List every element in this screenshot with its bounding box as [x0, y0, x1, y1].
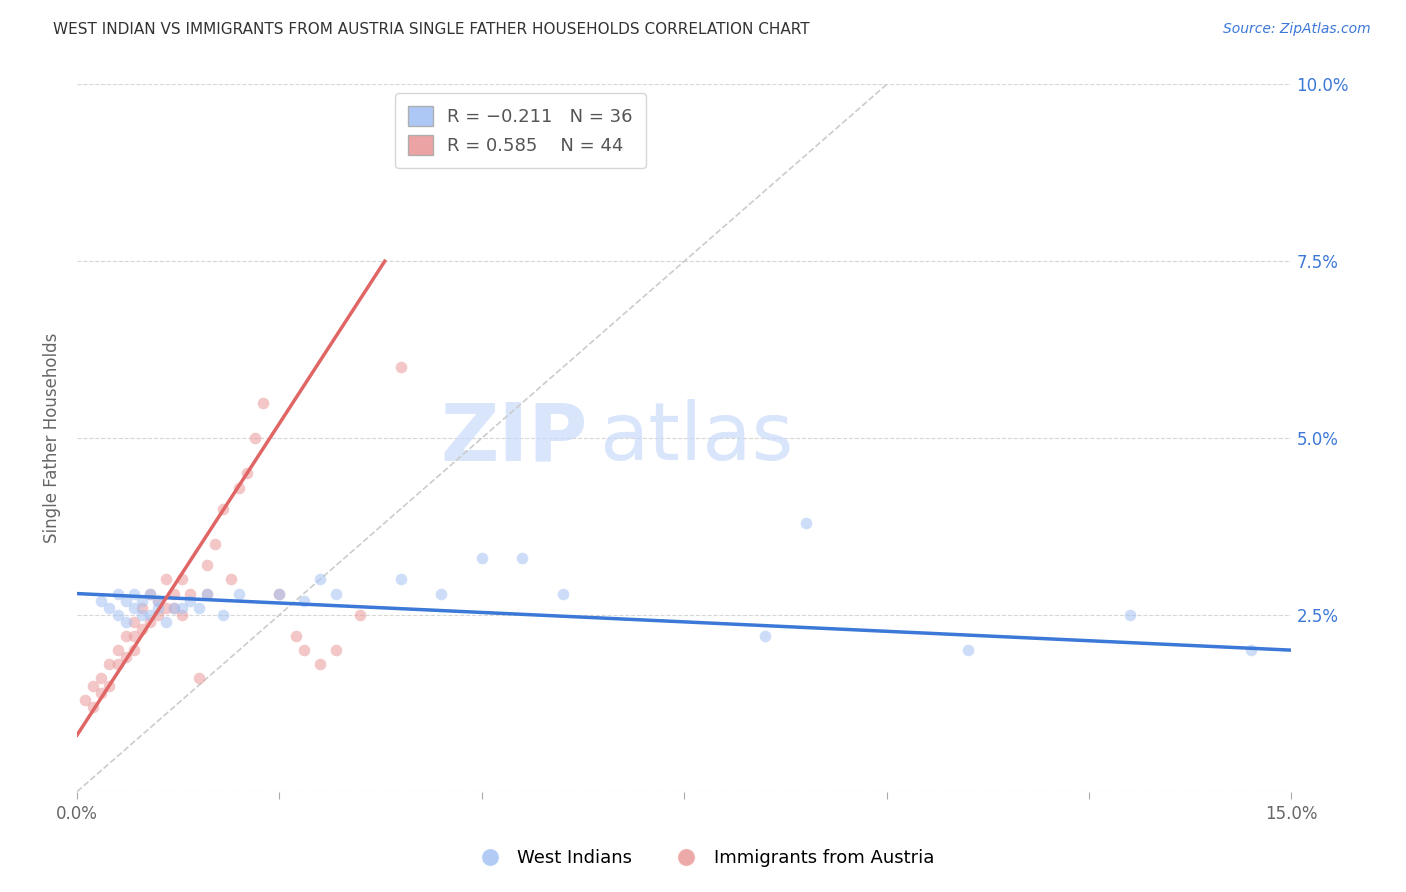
Point: [98, 679, 121, 693]
Point: [1118, 607, 1140, 622]
Point: [114, 593, 136, 607]
Point: [269, 586, 291, 600]
Point: [163, 600, 186, 615]
Point: [82, 699, 104, 714]
Point: [90, 685, 112, 699]
Point: [90, 672, 112, 686]
Point: [204, 537, 226, 551]
Point: [155, 600, 177, 615]
Point: [114, 629, 136, 643]
Text: Source: ZipAtlas.com: Source: ZipAtlas.com: [1223, 22, 1371, 37]
Point: [794, 516, 817, 530]
Text: WEST INDIAN VS IMMIGRANTS FROM AUSTRIA SINGLE FATHER HOUSEHOLDS CORRELATION CHAR: WEST INDIAN VS IMMIGRANTS FROM AUSTRIA S…: [53, 22, 810, 37]
Point: [139, 586, 162, 600]
Point: [179, 593, 201, 607]
Point: [172, 607, 194, 622]
Point: [107, 657, 129, 672]
Point: [309, 573, 332, 587]
Text: atlas: atlas: [599, 399, 793, 477]
Point: [98, 657, 121, 672]
Point: [139, 615, 162, 629]
Point: [75, 692, 97, 706]
Point: [292, 593, 315, 607]
Point: [195, 586, 218, 600]
Point: [551, 586, 574, 600]
Point: [163, 586, 186, 600]
Point: [512, 551, 534, 566]
Point: [139, 607, 162, 622]
Point: [211, 501, 233, 516]
Point: [163, 600, 186, 615]
Point: [430, 586, 453, 600]
Point: [131, 600, 153, 615]
Point: [236, 467, 259, 481]
Text: ZIP: ZIP: [440, 399, 588, 477]
Point: [269, 586, 291, 600]
Point: [131, 593, 153, 607]
Point: [292, 643, 315, 657]
Point: [211, 607, 233, 622]
Point: [146, 593, 169, 607]
Point: [122, 586, 145, 600]
Point: [122, 643, 145, 657]
Point: [195, 558, 218, 573]
Point: [187, 600, 209, 615]
Point: [172, 573, 194, 587]
Point: [245, 431, 267, 445]
Point: [228, 586, 250, 600]
Point: [284, 629, 307, 643]
Y-axis label: Single Father Households: Single Father Households: [44, 333, 60, 543]
Point: [219, 573, 242, 587]
Point: [131, 607, 153, 622]
Point: [107, 643, 129, 657]
Point: [754, 629, 776, 643]
Point: [228, 481, 250, 495]
Point: [122, 600, 145, 615]
Legend: R = −0.211   N = 36, R = 0.585    N = 44: R = −0.211 N = 36, R = 0.585 N = 44: [395, 94, 645, 168]
Point: [179, 586, 201, 600]
Point: [114, 650, 136, 665]
Point: [471, 551, 494, 566]
Point: [155, 573, 177, 587]
Point: [114, 615, 136, 629]
Point: [139, 586, 162, 600]
Point: [107, 607, 129, 622]
Point: [325, 643, 347, 657]
Point: [389, 573, 412, 587]
Point: [90, 593, 112, 607]
Point: [131, 622, 153, 636]
Point: [146, 607, 169, 622]
Point: [349, 607, 371, 622]
Point: [956, 643, 979, 657]
Legend: West Indians, Immigrants from Austria: West Indians, Immigrants from Austria: [465, 842, 941, 874]
Point: [252, 395, 274, 409]
Point: [107, 586, 129, 600]
Point: [187, 672, 209, 686]
Point: [122, 629, 145, 643]
Point: [325, 586, 347, 600]
Point: [146, 593, 169, 607]
Point: [155, 615, 177, 629]
Point: [172, 600, 194, 615]
Point: [146, 600, 169, 615]
Point: [82, 679, 104, 693]
Point: [98, 600, 121, 615]
Point: [122, 615, 145, 629]
Point: [389, 360, 412, 375]
Point: [309, 657, 332, 672]
Point: [1240, 643, 1263, 657]
Point: [195, 586, 218, 600]
